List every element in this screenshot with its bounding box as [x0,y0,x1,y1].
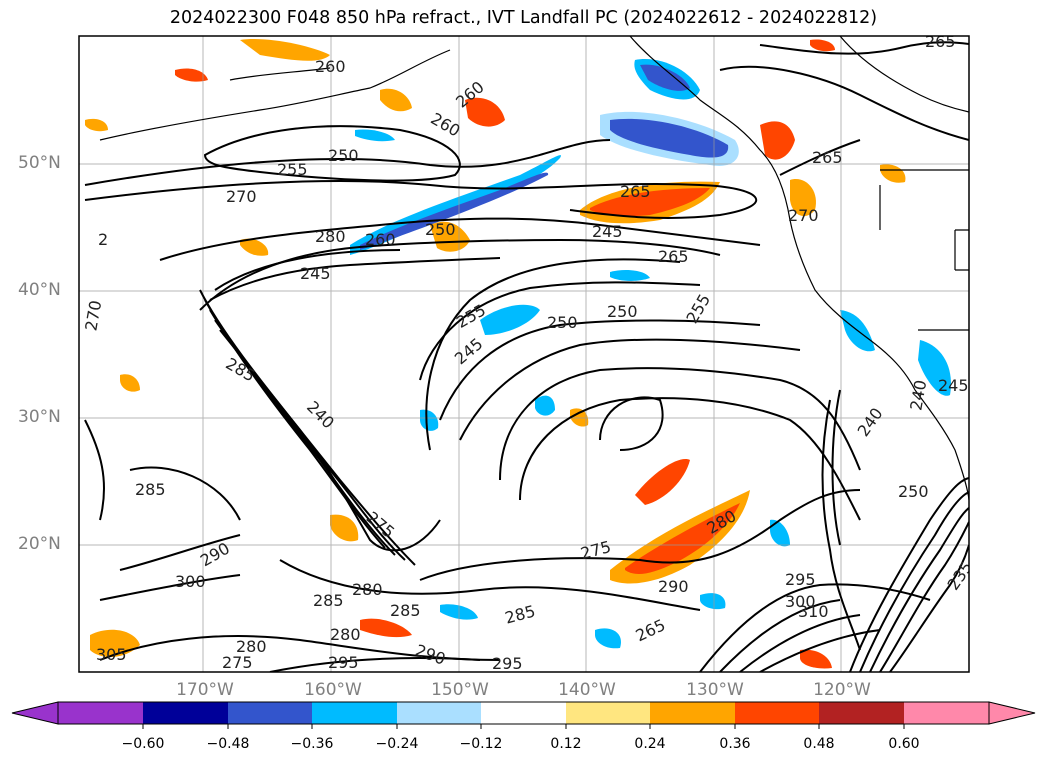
coastlines [99,36,969,501]
map-panel: 260 260 260 265 255 250 270 265 265 280 … [78,32,970,673]
contour-label: 295 [492,654,523,673]
contour-label: 265 [925,32,956,51]
contour-label: 245 [300,264,331,283]
contour-label: 280 [352,580,383,599]
lat-label-20n: 20°N [18,534,61,554]
colorbar-swatch [143,702,228,724]
contour-label: 260 [365,230,396,249]
contour-label: 265 [633,615,669,645]
contour-label: 250 [425,220,456,239]
contour-label: 305 [96,645,127,664]
lon-label-120w: 120°W [813,680,871,700]
contour-label: 250 [547,313,578,332]
lat-label-30n: 30°N [18,407,61,427]
lon-label-150w: 150°W [431,680,489,700]
colorbar-swatch [735,702,819,724]
lat-label-40n: 40°N [18,280,61,300]
contour-label: 280 [330,625,361,644]
colorbar-swatch [904,702,989,724]
colorbar-tick-label: 0.48 [803,736,835,752]
contour-label: 290 [413,640,448,668]
lon-label-170w: 170°W [176,680,234,700]
lon-label-160w: 160°W [304,680,362,700]
colorbar-swatch [312,702,397,724]
colorbar-swatch [481,702,566,724]
contour-label: 285 [313,591,344,610]
contour-label: 280 [315,227,346,246]
contour-label: 250 [328,146,359,165]
contour-label: 295 [328,653,359,672]
contour-label: 270 [226,187,257,206]
colorbar-tick-label: −0.36 [290,736,334,752]
colorbar-tick-label: −0.12 [459,736,503,752]
contour-label: 265 [620,182,651,201]
shaded-anomalies [85,39,951,669]
colorbar-tick-label: 0.24 [634,736,666,752]
colorbar-swatch [566,702,650,724]
colorbar-tick-label: 0.60 [888,736,920,752]
contour-label: 2 [98,230,108,249]
contour-label: 270 [81,299,105,332]
contours [84,41,969,672]
contour-label: 300 [785,592,816,611]
colorbar-tick-label: −0.48 [206,736,250,752]
contour-label: 285 [390,601,421,620]
contour-label: 245 [592,222,623,241]
contour-label: 285 [135,480,166,499]
contour-label: 240 [303,397,338,432]
contour-label: 260 [428,109,464,141]
colorbar-extend-high [988,701,1036,725]
graticule [79,36,969,672]
contour-label: 265 [812,148,843,167]
colorbar-swatch [397,702,481,724]
colorbar-tick-label: −0.24 [375,736,419,752]
map-title: 2024022300 F048 850 hPa refract., IVT La… [169,8,878,28]
colorbar-extend-low [11,701,59,725]
contour-label: 260 [315,57,346,76]
colorbar-tick-label: −0.60 [121,736,165,752]
colorbar-tick-label: 0.12 [550,736,582,752]
colorbar-swatch [228,702,312,724]
colorbar-swatch [819,702,904,724]
contour-label: 280 [236,637,267,656]
lon-label-140w: 140°W [558,680,616,700]
lon-label-130w: 130°W [686,680,744,700]
contour-label: 265 [658,247,689,266]
lat-label-50n: 50°N [18,153,61,173]
contour-label: 255 [277,160,308,179]
contour-label: 285 [503,601,537,627]
colorbar-swatch [58,702,143,724]
contour-label: 295 [785,570,816,589]
colorbar [11,701,1036,729]
contour-label: 300 [175,572,206,591]
contour-label: 270 [788,206,819,225]
contour-label: 310 [798,602,829,621]
contour-label: 245 [451,334,487,368]
contour-labels: 260 260 260 265 255 250 270 265 265 280 … [81,32,969,673]
contour-label: 275 [222,653,253,672]
contour-label: 245 [938,376,969,395]
contour-label: 250 [898,482,929,501]
colorbar-tick-label: 0.36 [719,736,751,752]
contour-label: 290 [197,539,233,571]
contour-label: 285 [223,354,259,386]
contour-label: 290 [658,577,689,596]
contour-label: 250 [607,302,638,321]
colorbar-swatch [650,702,735,724]
contour-label: 240 [854,404,887,440]
